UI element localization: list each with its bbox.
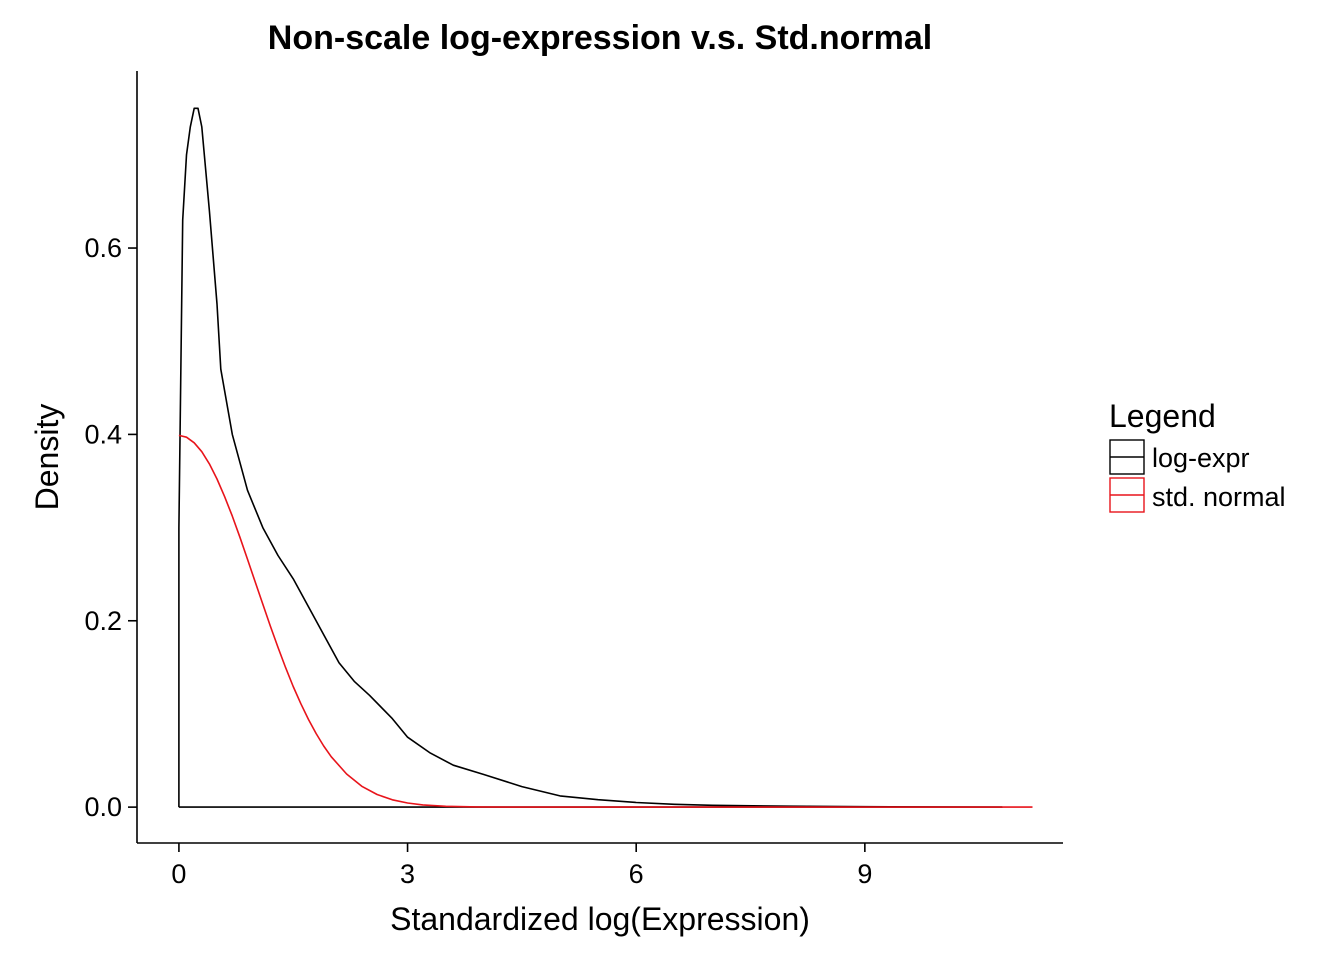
series-line-std-normal: [178, 434, 1033, 808]
x-ticks: 0 3 6 9: [171, 843, 872, 889]
chart-title: Non-scale log-expression v.s. Std.normal: [268, 19, 932, 57]
x-tick-label: 3: [400, 859, 415, 889]
legend-title: Legend: [1109, 398, 1216, 434]
legend-label-std-normal: std. normal: [1152, 482, 1286, 512]
series-layer: [178, 107, 1033, 808]
y-tick-label: 0.2: [84, 606, 122, 636]
x-tick-label: 6: [629, 859, 644, 889]
y-tick-label: 0.6: [84, 233, 122, 263]
y-tick-label: 0.4: [84, 419, 122, 449]
x-axis-title: Standardized log(Expression): [390, 901, 810, 937]
y-tick-label: 0.0: [84, 792, 122, 822]
x-tick-label: 0: [171, 859, 186, 889]
y-axis-title: Density: [29, 404, 65, 511]
legend: Legend log-expr std. normal: [1109, 398, 1286, 513]
y-ticks: 0.0 0.2 0.4 0.6: [84, 233, 137, 822]
x-tick-label: 9: [857, 859, 872, 889]
series-line-log-expr: [178, 107, 1003, 808]
legend-label-log-expr: log-expr: [1152, 443, 1250, 473]
